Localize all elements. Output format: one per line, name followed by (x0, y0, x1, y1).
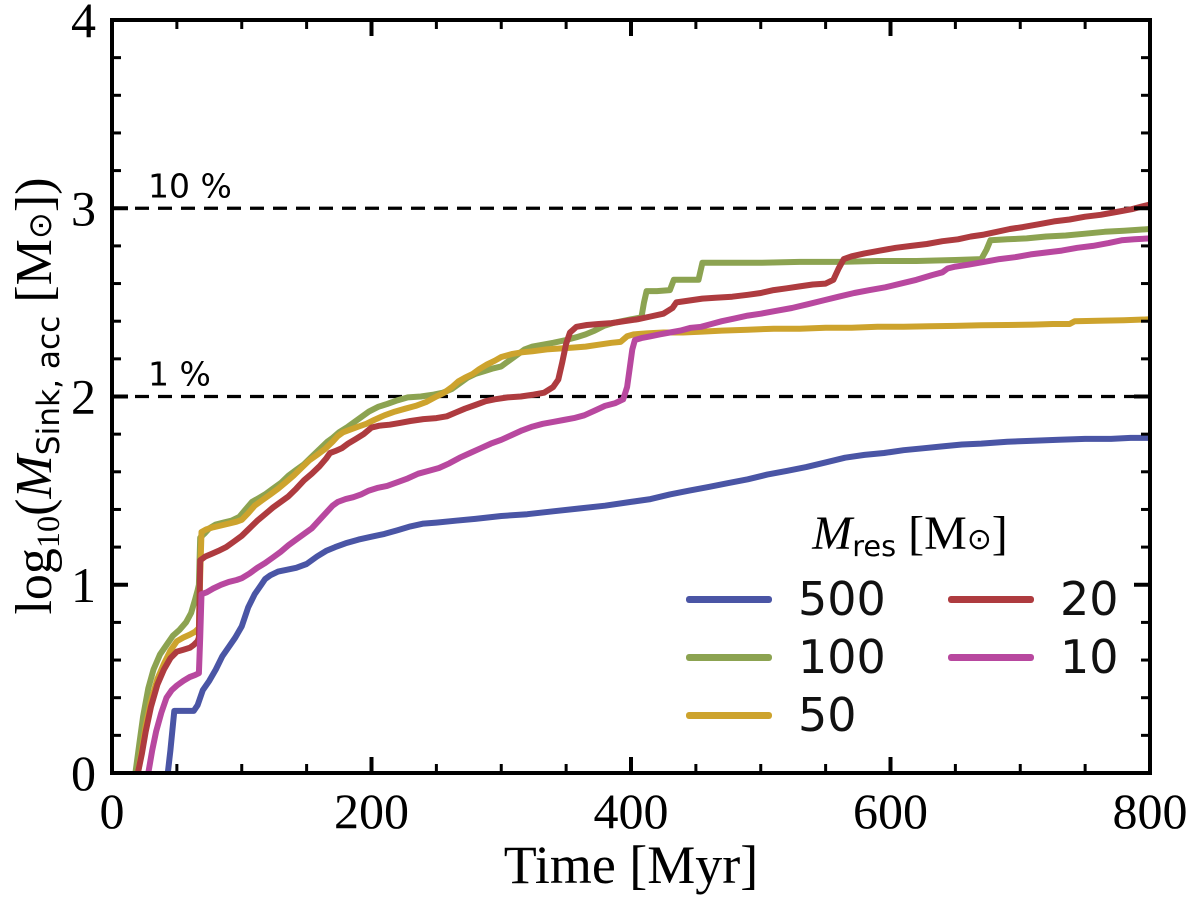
legend-swatch-500 (686, 595, 772, 603)
y-tick-label-0: 0 (71, 745, 96, 801)
axes (110, 18, 1152, 775)
x-tick-label-0: 0 (100, 783, 125, 839)
legend-title-bracket: [M (896, 507, 967, 560)
legend-entry-500: 500 (686, 570, 948, 628)
x-tick-label-200: 200 (334, 783, 409, 839)
x-tick-label-800: 800 (1113, 783, 1188, 839)
legend-entries: 500 100 50 20 10 (686, 570, 1134, 744)
y-axis-label-open: ( (5, 498, 63, 516)
annotation-3: 10 % (148, 166, 232, 205)
legend: Mres [M⊙] 500 100 50 20 10 (686, 504, 1134, 744)
sun-symbol: ⊙ (966, 522, 992, 557)
legend-column-2: 20 10 (948, 570, 1119, 744)
tick-labels: 0 200 400 600 800 0 1 2 3 4 (71, 0, 1188, 839)
legend-entry-100: 100 (686, 628, 948, 686)
legend-swatch-20 (948, 595, 1034, 603)
legend-column-1: 500 100 50 (686, 570, 948, 744)
reference-lines: 10 % 1 % (112, 166, 1150, 399)
y-axis-label-M: M (5, 455, 63, 499)
legend-swatch-100 (686, 653, 772, 661)
legend-label-500: 500 (798, 572, 886, 626)
legend-swatch-50 (686, 711, 772, 719)
legend-entry-20: 20 (948, 570, 1119, 628)
y-tick-label-2: 2 (71, 369, 96, 425)
series-line-20 (134, 201, 1150, 773)
legend-title-M: M (812, 507, 853, 560)
legend-swatch-10 (948, 653, 1034, 661)
x-axis-title: Time [Myr] (503, 835, 759, 895)
y-axis-label-bracket: [M (5, 239, 63, 316)
legend-label-50: 50 (798, 688, 857, 742)
y-tick-label-3: 3 (71, 180, 96, 236)
y-tick-label-4: 4 (71, 0, 96, 48)
legend-title-sub: res (852, 529, 897, 564)
y-axis-label-close: ]) (5, 177, 63, 213)
x-tick-label-400: 400 (594, 783, 669, 839)
legend-label-20: 20 (1060, 572, 1119, 626)
legend-label-10: 10 (1060, 630, 1119, 684)
legend-title: Mres [M⊙] (686, 504, 1134, 570)
y-axis-label-sub10: 10 (30, 515, 67, 549)
legend-label-100: 100 (798, 630, 886, 684)
legend-entry-10: 10 (948, 628, 1119, 686)
annotation-2: 1 % (148, 355, 211, 394)
sun-symbol: ⊙ (20, 212, 59, 240)
legend-title-close: ] (991, 507, 1008, 560)
legend-entry-50: 50 (686, 686, 948, 744)
x-tick-label-600: 600 (853, 783, 928, 839)
y-axis-label-subM: Sink, acc (30, 315, 67, 456)
series-line-50 (134, 316, 1150, 773)
y-axis-label-log: log (5, 548, 63, 615)
y-axis-label: log10(MSink, acc [M⊙]) (5, 177, 67, 614)
series-lines (132, 201, 1150, 773)
series-line-500 (164, 434, 1150, 773)
y-tick-label-1: 1 (71, 557, 96, 613)
series-line-10 (145, 235, 1150, 773)
